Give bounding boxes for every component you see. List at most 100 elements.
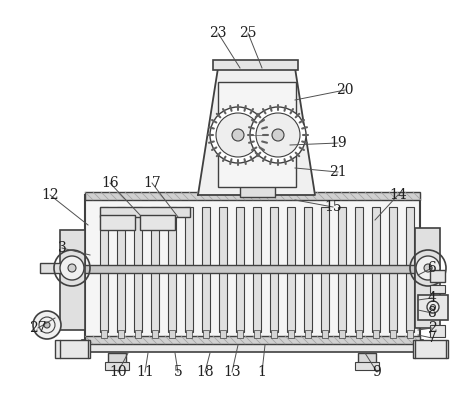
- Bar: [321, 207, 329, 332]
- Text: 20: 20: [336, 83, 354, 97]
- Circle shape: [430, 304, 436, 310]
- Bar: [271, 330, 277, 338]
- Bar: [213, 60, 298, 70]
- Bar: [389, 207, 397, 332]
- Bar: [100, 207, 108, 332]
- Bar: [218, 82, 296, 187]
- Text: 27: 27: [29, 321, 47, 335]
- Text: 19: 19: [329, 136, 347, 150]
- Circle shape: [232, 129, 244, 141]
- Bar: [101, 330, 107, 338]
- Text: 10: 10: [109, 365, 127, 379]
- Bar: [430, 270, 445, 282]
- Text: 18: 18: [196, 365, 214, 379]
- Circle shape: [272, 129, 284, 141]
- Circle shape: [68, 264, 76, 272]
- Text: 7: 7: [428, 331, 437, 345]
- Bar: [372, 207, 380, 332]
- Text: 21: 21: [329, 165, 347, 179]
- Bar: [430, 325, 445, 337]
- Bar: [304, 207, 312, 332]
- Bar: [220, 330, 226, 338]
- Bar: [373, 330, 379, 338]
- Circle shape: [44, 322, 50, 328]
- Bar: [253, 207, 261, 332]
- Bar: [105, 362, 129, 370]
- Bar: [203, 330, 209, 338]
- Bar: [407, 330, 413, 338]
- Bar: [135, 330, 141, 338]
- Bar: [85, 195, 420, 345]
- Text: 25: 25: [239, 26, 257, 40]
- Bar: [415, 228, 440, 328]
- Text: 11: 11: [136, 365, 154, 379]
- Bar: [240, 185, 275, 197]
- Bar: [270, 207, 278, 332]
- Text: 6: 6: [428, 261, 437, 275]
- Text: 4: 4: [428, 291, 437, 305]
- Bar: [390, 330, 396, 338]
- Bar: [358, 353, 376, 368]
- Bar: [202, 207, 210, 332]
- Polygon shape: [198, 68, 315, 195]
- Bar: [140, 215, 175, 230]
- Circle shape: [424, 264, 432, 272]
- Bar: [322, 330, 328, 338]
- Bar: [219, 207, 227, 332]
- Bar: [117, 207, 125, 332]
- Text: 9: 9: [373, 365, 382, 379]
- Bar: [356, 330, 362, 338]
- Text: 17: 17: [143, 176, 161, 190]
- Bar: [169, 330, 175, 338]
- Bar: [237, 330, 243, 338]
- Text: 15: 15: [324, 200, 342, 214]
- Text: 3: 3: [58, 241, 66, 255]
- Bar: [185, 207, 193, 332]
- Circle shape: [210, 107, 266, 163]
- Bar: [83, 265, 423, 273]
- Bar: [339, 330, 345, 338]
- Bar: [430, 285, 445, 293]
- Text: 14: 14: [389, 188, 407, 202]
- Bar: [40, 263, 62, 273]
- Circle shape: [256, 113, 300, 157]
- Circle shape: [427, 301, 439, 313]
- Text: 16: 16: [101, 176, 119, 190]
- Bar: [287, 207, 295, 332]
- Bar: [186, 330, 192, 338]
- Text: 2: 2: [428, 321, 437, 335]
- Bar: [413, 340, 448, 358]
- Circle shape: [250, 107, 306, 163]
- Circle shape: [60, 256, 84, 280]
- Bar: [338, 207, 346, 332]
- Bar: [134, 207, 142, 332]
- Bar: [236, 207, 244, 332]
- Bar: [305, 330, 311, 338]
- Text: 13: 13: [223, 365, 241, 379]
- Bar: [60, 230, 85, 330]
- Bar: [254, 330, 260, 338]
- Bar: [151, 207, 159, 332]
- Bar: [288, 330, 294, 338]
- Bar: [85, 336, 420, 344]
- Bar: [100, 215, 135, 230]
- Bar: [355, 362, 379, 370]
- Circle shape: [416, 256, 440, 280]
- Circle shape: [216, 113, 260, 157]
- Text: 5: 5: [173, 365, 182, 379]
- Bar: [406, 207, 414, 332]
- Text: 8: 8: [428, 306, 437, 320]
- Bar: [100, 207, 190, 217]
- Bar: [82, 340, 423, 352]
- Text: 1: 1: [257, 365, 266, 379]
- Text: 23: 23: [209, 26, 227, 40]
- Bar: [55, 340, 90, 358]
- Bar: [85, 192, 420, 200]
- Bar: [152, 330, 158, 338]
- Text: 12: 12: [41, 188, 59, 202]
- Bar: [355, 207, 363, 332]
- Bar: [418, 295, 448, 320]
- Circle shape: [33, 311, 61, 339]
- Bar: [168, 207, 176, 332]
- Bar: [108, 353, 126, 368]
